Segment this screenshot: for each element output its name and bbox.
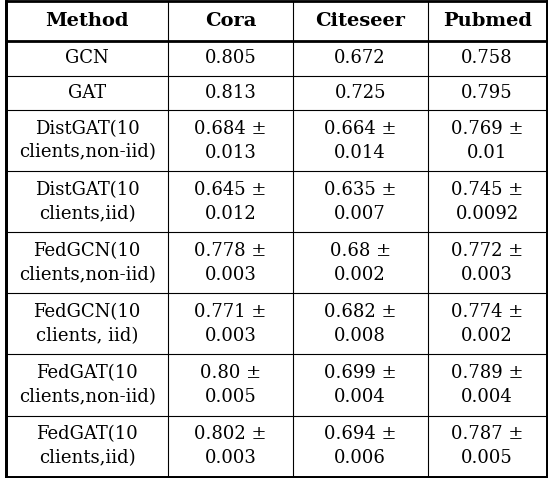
Text: 0.758: 0.758 (461, 49, 513, 67)
Text: 0.635 ±
0.007: 0.635 ± 0.007 (324, 181, 396, 223)
Text: 0.795: 0.795 (461, 84, 513, 102)
Text: 0.682 ±
0.008: 0.682 ± 0.008 (324, 303, 396, 345)
Text: FedGCN(10
clients,non-iid): FedGCN(10 clients,non-iid) (19, 242, 156, 284)
Text: Pubmed: Pubmed (443, 12, 532, 30)
Text: FedGAT(10
clients,iid): FedGAT(10 clients,iid) (36, 425, 138, 467)
Text: FedGCN(10
clients, iid): FedGCN(10 clients, iid) (33, 303, 141, 345)
Text: Method: Method (45, 12, 129, 30)
Text: GCN: GCN (65, 49, 109, 67)
Text: 0.694 ±
0.006: 0.694 ± 0.006 (324, 425, 396, 467)
Text: 0.68 ±
0.002: 0.68 ± 0.002 (329, 242, 391, 284)
Text: 0.802 ±
0.003: 0.802 ± 0.003 (194, 425, 267, 467)
Text: 0.789 ±
0.004: 0.789 ± 0.004 (451, 364, 523, 406)
Text: 0.664 ±
0.014: 0.664 ± 0.014 (324, 120, 396, 162)
Text: GAT: GAT (68, 84, 106, 102)
Text: 0.787 ±
0.005: 0.787 ± 0.005 (451, 425, 523, 467)
Text: 0.769 ±
0.01: 0.769 ± 0.01 (451, 120, 523, 162)
Text: 0.745 ±
0.0092: 0.745 ± 0.0092 (451, 181, 523, 223)
Text: 0.699 ±
0.004: 0.699 ± 0.004 (324, 364, 396, 406)
Text: 0.772 ±
0.003: 0.772 ± 0.003 (451, 242, 523, 284)
Text: Citeseer: Citeseer (315, 12, 405, 30)
Text: 0.774 ±
0.002: 0.774 ± 0.002 (451, 303, 523, 345)
Text: 0.684 ±
0.013: 0.684 ± 0.013 (194, 120, 267, 162)
Text: 0.778 ±
0.003: 0.778 ± 0.003 (194, 242, 267, 284)
Text: Cora: Cora (204, 12, 256, 30)
Text: 0.805: 0.805 (204, 49, 256, 67)
Text: DistGAT(10
clients,iid): DistGAT(10 clients,iid) (35, 181, 140, 223)
Text: DistGAT(10
clients,non-iid): DistGAT(10 clients,non-iid) (19, 120, 156, 162)
Text: 0.725: 0.725 (334, 84, 386, 102)
Text: FedGAT(10
clients,non-iid): FedGAT(10 clients,non-iid) (19, 364, 156, 406)
Text: 0.645 ±
0.012: 0.645 ± 0.012 (194, 181, 267, 223)
Text: 0.771 ±
0.003: 0.771 ± 0.003 (194, 303, 267, 345)
Text: 0.80 ±
0.005: 0.80 ± 0.005 (200, 364, 261, 406)
Text: 0.813: 0.813 (204, 84, 256, 102)
Text: 0.672: 0.672 (334, 49, 386, 67)
